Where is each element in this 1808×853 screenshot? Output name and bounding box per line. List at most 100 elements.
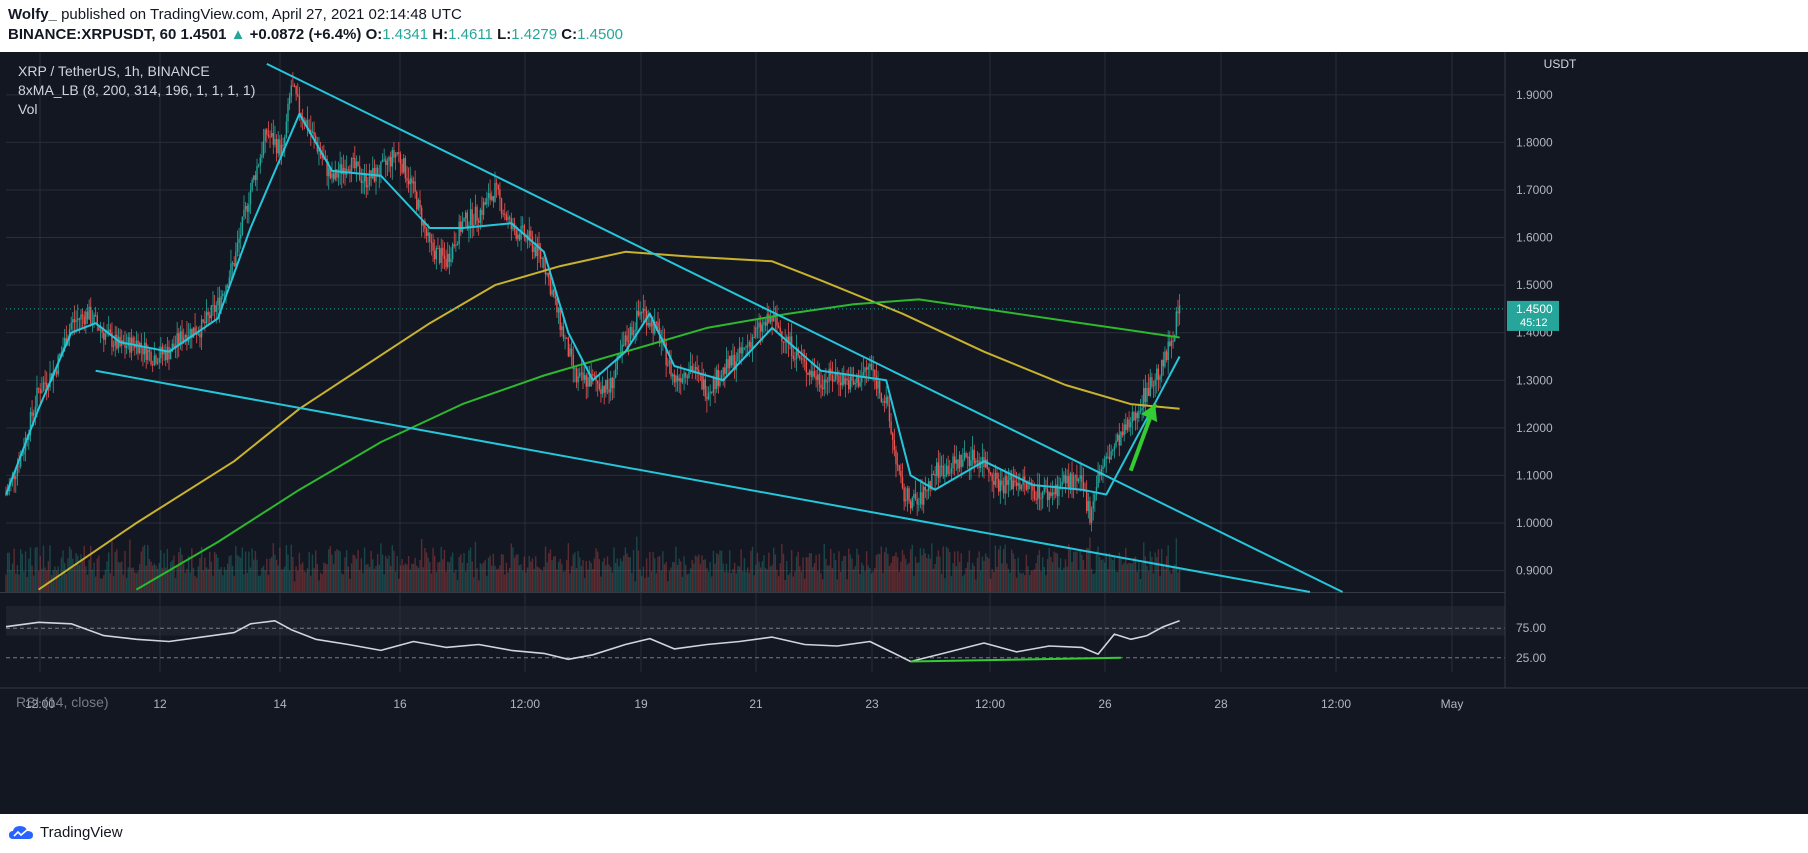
volume-bar [199, 558, 201, 592]
candle-body [290, 85, 292, 97]
candle-body [1037, 484, 1039, 500]
volume-bar [1056, 553, 1059, 592]
candle-body [380, 162, 382, 177]
candle-body [416, 191, 418, 210]
candle-body [784, 341, 786, 343]
candle-body [1076, 475, 1078, 482]
volume-bar [486, 575, 488, 592]
candle-body [605, 379, 607, 393]
candle-body [582, 372, 584, 380]
candle-body [367, 185, 369, 188]
volume-bar [1089, 537, 1091, 592]
chart-canvas[interactable]: USDT1.90001.80001.70001.60001.50001.4000… [0, 52, 1808, 814]
candle-body [401, 163, 403, 173]
volume-bar [254, 550, 257, 592]
volume-bar [737, 565, 739, 592]
author-name[interactable]: Wolfy_ [8, 6, 57, 23]
volume-bar [26, 577, 28, 592]
volume-bar [352, 554, 354, 592]
time-tick-label: 12 [153, 697, 167, 711]
legend-vol[interactable]: Vol [18, 101, 38, 117]
volume-bar [1146, 565, 1148, 592]
candle-body [826, 381, 829, 383]
candle-body [919, 492, 922, 504]
volume-bar [867, 565, 869, 592]
candle-body [551, 290, 553, 295]
high-value: 1.4611 [448, 26, 493, 43]
volume-bar [781, 543, 783, 592]
volume-bar [176, 564, 178, 592]
volume-bar [857, 554, 860, 592]
legend-title[interactable]: XRP / TetherUS, 1h, BINANCE [18, 63, 210, 79]
volume-bar [603, 557, 605, 592]
volume-bar [124, 550, 126, 592]
candle-body [1118, 434, 1120, 446]
volume-bar [495, 569, 498, 592]
candle-body [614, 369, 617, 379]
volume-bar [112, 576, 115, 592]
candle-body [668, 360, 671, 365]
volume-bar [515, 554, 517, 592]
candle-body [194, 327, 196, 334]
candle-body [732, 355, 734, 366]
time-tick-label: 26 [1098, 697, 1112, 711]
volume-bar [34, 547, 37, 592]
candle-body [437, 248, 439, 250]
volume-bar [430, 573, 433, 592]
candle-body [515, 230, 517, 239]
tradingview-logo[interactable]: TradingView [8, 824, 123, 841]
volume-bar [416, 565, 418, 592]
candle-body [362, 181, 364, 183]
candle-body [184, 334, 186, 338]
volume-bar [878, 554, 881, 592]
volume-bar [639, 569, 641, 592]
volume-bar [590, 562, 592, 592]
rsi-legend[interactable]: RSI (14, close) [16, 694, 109, 710]
candle-body [748, 342, 750, 347]
candle-body [321, 155, 323, 159]
candle-body [29, 412, 32, 436]
candle-body [1063, 474, 1065, 482]
candle-body [1097, 472, 1099, 487]
candle-body [1059, 484, 1062, 487]
volume-bar [241, 547, 244, 592]
candle-body [103, 332, 105, 340]
volume-bar [29, 547, 32, 592]
candle-body [913, 493, 915, 498]
volume-bar [1169, 571, 1171, 592]
candle-body [686, 376, 689, 379]
candle-body [870, 364, 873, 370]
volume-bar [411, 563, 413, 592]
candle-body [714, 377, 716, 389]
candle-body [934, 474, 936, 476]
candle-body [497, 184, 499, 190]
price-tick-label: 1.8000 [1516, 135, 1553, 149]
volume-bar [479, 563, 482, 592]
low-label: L: [497, 26, 512, 43]
volume-bar [701, 555, 703, 592]
rsi-tick-label: 25.00 [1516, 651, 1546, 665]
candle-body [680, 378, 682, 383]
volume-bar [39, 556, 41, 592]
volume-bar [699, 563, 702, 592]
candle-body [33, 412, 35, 416]
volume-bar [683, 556, 685, 592]
volume-bar [135, 573, 138, 592]
volume-bar [929, 558, 931, 592]
candle-body [849, 376, 852, 390]
volume-bar [971, 562, 974, 592]
volume-bar [196, 577, 198, 592]
volume-bar [608, 564, 610, 592]
candle-body [1146, 387, 1148, 402]
volume-bar [755, 564, 757, 592]
legend-ma[interactable]: 8xMA_LB (8, 200, 314, 196, 1, 1, 1, 1) [18, 82, 256, 98]
volume-bar [311, 554, 314, 592]
volume-bar [838, 551, 840, 592]
volume-bar [355, 558, 358, 592]
volume-bar [303, 571, 305, 592]
volume-bar [226, 563, 229, 592]
volume-bar [161, 567, 164, 592]
volume-bar [745, 571, 747, 592]
volume-bar [864, 571, 866, 592]
volume-bar [667, 581, 669, 592]
